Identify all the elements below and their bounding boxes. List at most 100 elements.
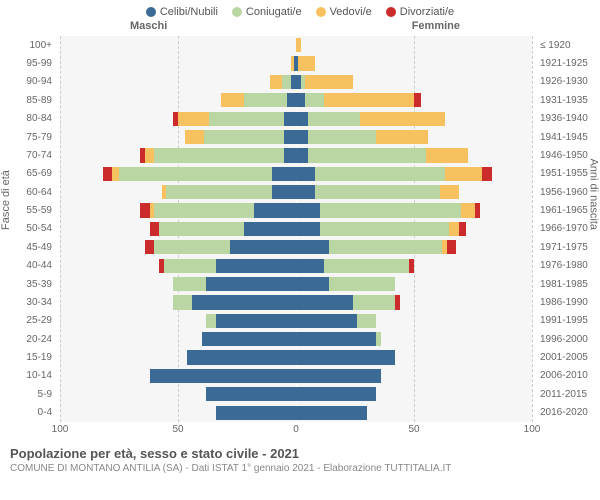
birth-label: 2016-2020 (536, 404, 600, 422)
bar-seg-female (296, 406, 367, 420)
bar-seg-male (103, 167, 112, 181)
bar-seg-male (192, 295, 296, 309)
pyramid-row (60, 220, 532, 238)
birth-label: 1931-1935 (536, 91, 600, 109)
bar-seg-male (173, 295, 192, 309)
age-label: 5-9 (0, 385, 56, 403)
bar-seg-female (296, 112, 308, 126)
bar-seg-female (296, 148, 308, 162)
bar-seg-female (376, 332, 381, 346)
legend-label: Celibi/Nubili (160, 6, 218, 18)
pyramid-row (60, 165, 532, 183)
pyramid-row (60, 183, 532, 201)
bar-seg-female (296, 387, 376, 401)
bar-seg-female (324, 93, 414, 107)
bar-seg-female (296, 167, 315, 181)
bar-seg-male (216, 259, 296, 273)
bar-seg-male (150, 222, 159, 236)
bar-seg-female (308, 130, 376, 144)
x-tick: 100 (52, 424, 69, 435)
bar-seg-male (150, 369, 296, 383)
bar-seg-male (284, 112, 296, 126)
age-label: 10-14 (0, 367, 56, 385)
bar-seg-female (320, 222, 450, 236)
legend: Celibi/NubiliConiugati/eVedovi/eDivorzia… (0, 0, 600, 20)
legend-item: Divorziati/e (386, 6, 454, 18)
bar-seg-female (296, 369, 381, 383)
bar-seg-female (353, 295, 395, 309)
bar-seg-female (296, 185, 315, 199)
bar-seg-female (296, 203, 320, 217)
birth-label: 1936-1940 (536, 110, 600, 128)
age-label: 55-59 (0, 201, 56, 219)
bar-seg-male (216, 314, 296, 328)
bar-seg-female (296, 314, 357, 328)
bar-seg-female (449, 222, 458, 236)
birth-label: 1951-1955 (536, 165, 600, 183)
legend-dot-icon (232, 7, 242, 17)
bar-seg-male (145, 240, 154, 254)
bar-seg-male (284, 130, 296, 144)
bar-seg-female (475, 203, 480, 217)
birth-label: 1956-1960 (536, 183, 600, 201)
chart-source: COMUNE DI MONTANO ANTILIA (SA) - Dati IS… (10, 463, 590, 474)
bar-seg-female (414, 93, 421, 107)
bar-seg-female (296, 332, 376, 346)
bar-seg-male (282, 75, 291, 89)
pyramid-row (60, 238, 532, 256)
x-axis: 10050050100 (60, 424, 532, 440)
bar-seg-female (315, 185, 440, 199)
age-label: 80-84 (0, 110, 56, 128)
pyramid-row (60, 91, 532, 109)
male-header: Maschi (130, 20, 167, 32)
bar-seg-male (287, 93, 296, 107)
bar-seg-female (296, 277, 329, 291)
female-header: Femmine (412, 20, 460, 32)
age-label: 0-4 (0, 404, 56, 422)
pyramid-row (60, 348, 532, 366)
bar-seg-male (178, 112, 209, 126)
x-tick: 50 (172, 424, 183, 435)
bar-seg-male (159, 222, 244, 236)
bar-seg-male (216, 406, 296, 420)
birth-label: 1991-1995 (536, 312, 600, 330)
bar-seg-female (315, 167, 445, 181)
bar-seg-female (426, 148, 468, 162)
chart-footer: Popolazione per età, sesso e stato civil… (0, 440, 600, 474)
bar-seg-male (270, 75, 282, 89)
age-label: 70-74 (0, 146, 56, 164)
legend-dot-icon (316, 7, 326, 17)
bar-seg-male (154, 148, 284, 162)
age-label: 60-64 (0, 183, 56, 201)
pyramid-row (60, 385, 532, 403)
bar-seg-female (308, 112, 360, 126)
bar-seg-female (296, 130, 308, 144)
birth-label: 1926-1930 (536, 73, 600, 91)
birth-label: ≤ 1920 (536, 36, 600, 54)
bar-seg-male (206, 277, 296, 291)
birth-label: 2011-2015 (536, 385, 600, 403)
bar-seg-female (296, 350, 395, 364)
pyramid-row (60, 404, 532, 422)
x-tick: 0 (293, 424, 299, 435)
bar-seg-male (145, 148, 154, 162)
bar-seg-male (204, 130, 284, 144)
age-label: 20-24 (0, 330, 56, 348)
birth-label: 1966-1970 (536, 220, 600, 238)
bar-seg-male (244, 93, 286, 107)
pyramid-row (60, 257, 532, 275)
bar-seg-female (296, 240, 329, 254)
bar-seg-female (329, 277, 395, 291)
bar-seg-male (187, 350, 296, 364)
bar-seg-male (185, 130, 204, 144)
bar-seg-male (166, 185, 272, 199)
bar-seg-male (230, 240, 296, 254)
bar-seg-male (154, 203, 253, 217)
bar-seg-female (395, 295, 400, 309)
bar-seg-female (298, 56, 315, 70)
bar-seg-female (320, 203, 462, 217)
age-label: 90-94 (0, 73, 56, 91)
age-label: 30-34 (0, 293, 56, 311)
birth-label: 1996-2000 (536, 330, 600, 348)
pyramid-row (60, 54, 532, 72)
